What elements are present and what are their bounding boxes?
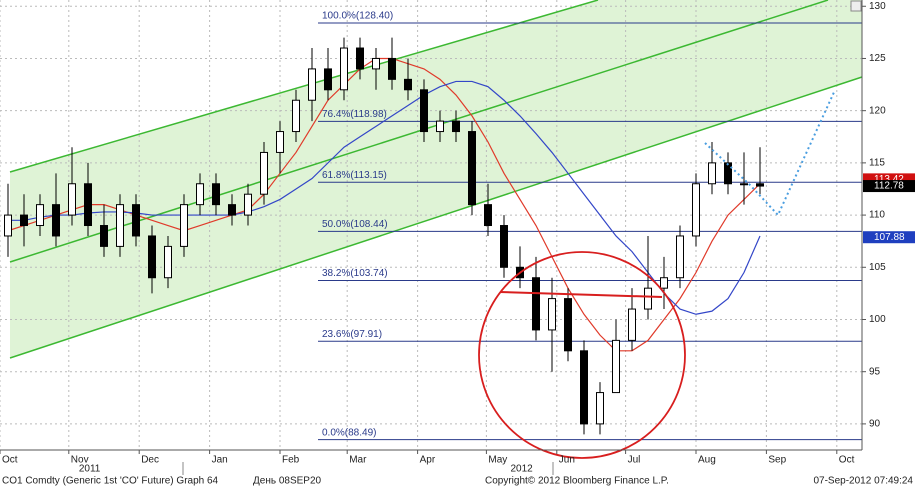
y-tick-label: 110 (869, 210, 885, 221)
x-tick-label: Jan (212, 455, 228, 466)
candle-body (308, 68, 316, 101)
last-value-tag (863, 180, 915, 193)
annotation-line (499, 291, 663, 298)
fib-label: 0.0%(88.49) (322, 427, 376, 438)
candle-body (564, 298, 572, 352)
candle-body (324, 68, 332, 91)
annotation-circle (478, 251, 686, 459)
year-label: 2011 (79, 464, 101, 475)
footer-right: 07-Sep-2012 07:49:24 (813, 476, 913, 487)
candle-body (708, 162, 716, 185)
candle-body (436, 120, 444, 133)
candle-body (676, 235, 684, 279)
candle-body (596, 392, 604, 425)
channel-line (9, 0, 599, 173)
last-value-label: 107.88 (874, 232, 905, 243)
candle-body (68, 183, 76, 216)
candle-body (692, 183, 700, 237)
fib-label: 100.0%(128.40) (322, 11, 393, 22)
fib-label: 61.8%(113.15) (322, 170, 387, 181)
candle-body (612, 339, 620, 394)
footer-center-left: День 08SEP20 (253, 476, 322, 487)
fib-label: 23.6%(97.91) (322, 329, 382, 340)
candle-body (132, 204, 140, 237)
x-tick-label: Nov (71, 455, 89, 466)
candle-body (532, 277, 540, 331)
candle-body (20, 214, 28, 227)
y-tick-label: 130 (869, 1, 886, 12)
candle-body (36, 204, 44, 227)
candle-body (84, 183, 92, 227)
candle-body (260, 151, 268, 195)
x-tick-label: Oct (2, 455, 18, 466)
candle-body (484, 204, 492, 227)
candle-body (500, 225, 508, 268)
candle-body (660, 277, 668, 289)
plot (4, 37, 764, 435)
candle-body (100, 225, 108, 247)
candle-body (404, 78, 412, 91)
last-value-label: 113.42 (874, 174, 904, 185)
y-tick-label: 125 (869, 53, 886, 64)
chart-icon (850, 0, 862, 12)
candle-body (228, 204, 236, 216)
candle-body (740, 183, 748, 186)
candle-body (388, 57, 396, 80)
candle-body (580, 350, 588, 425)
candle-body (644, 287, 652, 310)
candle-body (180, 204, 188, 247)
y-tick-label: 90 (869, 419, 881, 430)
candle-body (628, 308, 636, 341)
last-value-label: 112.78 (874, 181, 904, 192)
x-tick-label: Aug (698, 455, 716, 466)
channel-line (9, 76, 863, 359)
y-tick-label: 120 (869, 105, 886, 116)
x-tick-label: Sep (768, 455, 786, 466)
candle-body (244, 193, 252, 216)
projection (704, 89, 836, 217)
candle-body (452, 120, 460, 133)
year-label: 2012 (510, 464, 533, 475)
candle-body (212, 183, 220, 206)
x-tick-label: Dec (141, 455, 159, 466)
candle-body (548, 298, 556, 331)
x-tick-label: Feb (282, 455, 300, 466)
candle-body (116, 204, 124, 247)
last-value-tag (863, 231, 915, 244)
footer-center: Copyright© 2012 Bloomberg Finance L.P. (485, 476, 669, 487)
candle-body (724, 162, 732, 185)
candle-body (164, 245, 172, 279)
candle-body (356, 47, 364, 70)
candle-body (276, 131, 284, 153)
x-tick-label: Jun (559, 455, 575, 466)
footer-left: CO1 Comdty (Generic 1st 'CO' Future) Gra… (2, 476, 219, 487)
y-tick-label: 115 (869, 158, 885, 169)
fib-label: 50.0%(108.44) (322, 219, 388, 230)
candle-body (4, 214, 12, 237)
y-tick-label: 95 (869, 366, 881, 377)
x-tick-label: Apr (420, 455, 436, 466)
candle-body (52, 204, 60, 237)
y-tick-label: 105 (869, 262, 886, 273)
candle-body (196, 183, 204, 206)
fib-label: 38.2%(103.74) (322, 268, 388, 279)
candle-body (468, 131, 476, 206)
candle-body (756, 183, 764, 187)
candle-body (292, 99, 300, 133)
candle-body (148, 235, 156, 279)
candle-body (372, 57, 380, 70)
x-tick-label: Oct (839, 455, 855, 466)
candle-body (340, 47, 348, 91)
x-tick-label: Jul (628, 455, 641, 466)
candle-body (420, 89, 428, 133)
channel-fill (10, 0, 862, 358)
fib-levels: 100.0%(128.40) 76.4%(118.98) 61.8%(113.15)… (318, 11, 862, 441)
y-tick-label: 100 (869, 314, 886, 325)
x-tick-label: May (488, 455, 507, 466)
axes: 90 95 100 105 110 115 120 125 130 Oct Nov Dec Jan Feb… (0, 1, 915, 475)
x-tick-label: Mar (349, 455, 367, 466)
fib-label: 76.4%(118.98) (322, 109, 387, 120)
